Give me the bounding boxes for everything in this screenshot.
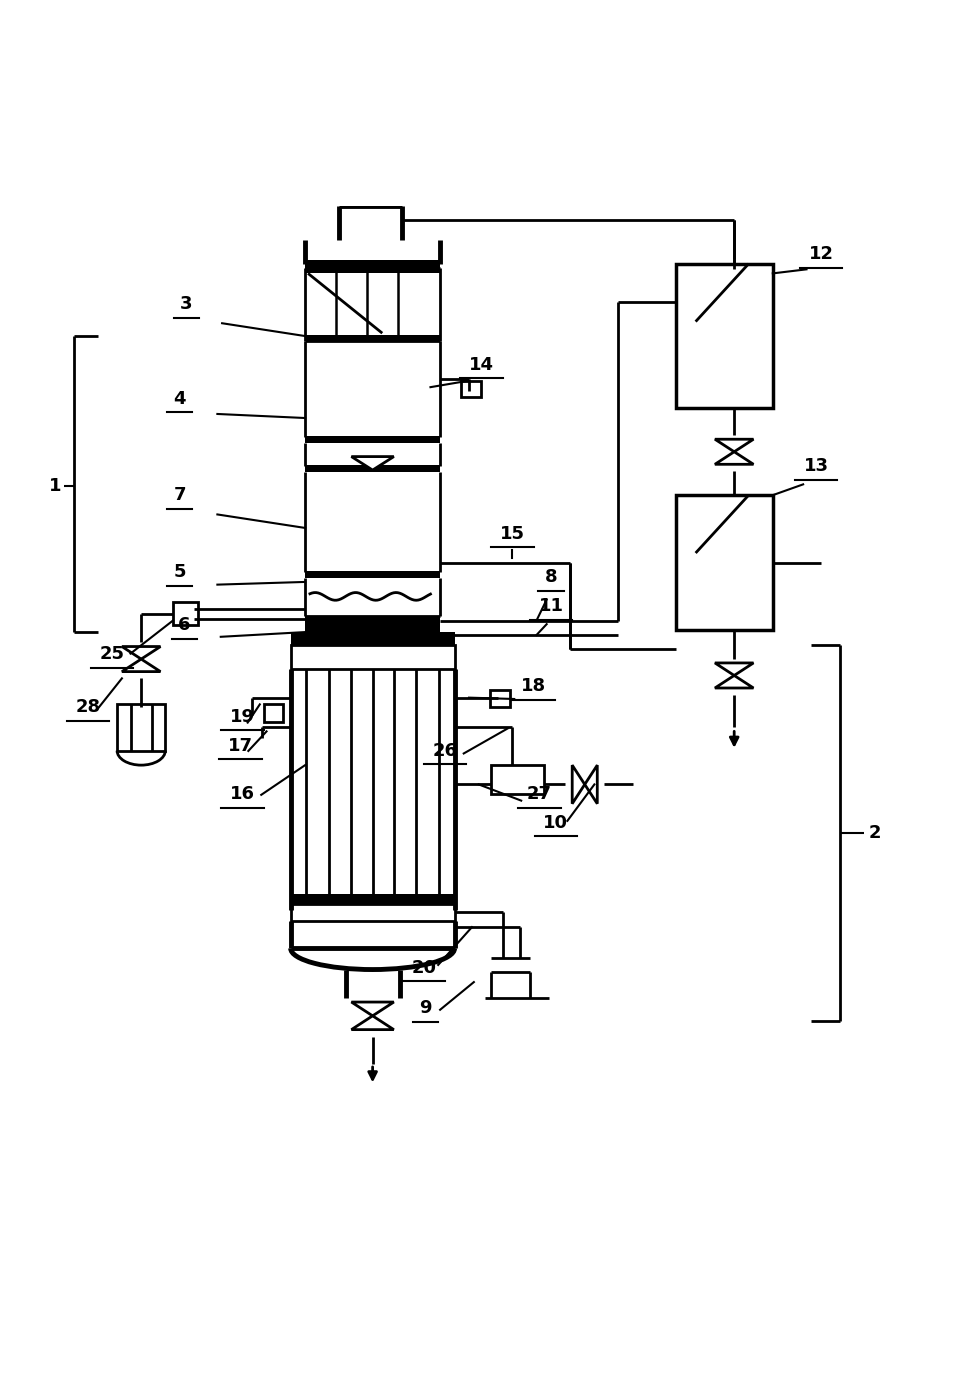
Bar — [173, 603, 198, 625]
Polygon shape — [365, 633, 374, 644]
Text: 15: 15 — [500, 524, 525, 542]
Polygon shape — [423, 633, 432, 644]
Text: 13: 13 — [804, 457, 829, 475]
Text: 26: 26 — [432, 742, 457, 760]
Polygon shape — [328, 633, 337, 644]
Polygon shape — [122, 659, 161, 671]
Text: 3: 3 — [180, 296, 192, 314]
Bar — [291, 904, 454, 922]
Text: 27: 27 — [527, 786, 552, 804]
Bar — [676, 264, 773, 409]
Text: 8: 8 — [544, 568, 557, 586]
Polygon shape — [408, 633, 418, 644]
Polygon shape — [715, 676, 753, 688]
Text: 19: 19 — [230, 707, 255, 727]
Polygon shape — [429, 633, 439, 644]
Polygon shape — [379, 633, 389, 644]
Polygon shape — [371, 633, 381, 644]
Polygon shape — [292, 633, 302, 644]
Polygon shape — [400, 633, 410, 644]
Text: 18: 18 — [521, 677, 546, 695]
Text: 7: 7 — [173, 486, 186, 504]
Polygon shape — [350, 633, 360, 644]
Polygon shape — [444, 633, 454, 644]
Bar — [676, 495, 773, 630]
Text: 4: 4 — [173, 389, 186, 407]
Text: 9: 9 — [420, 999, 432, 1017]
Polygon shape — [715, 439, 753, 451]
Polygon shape — [351, 457, 394, 471]
Polygon shape — [585, 765, 598, 804]
Polygon shape — [351, 1002, 394, 1015]
Bar — [306, 621, 440, 632]
Text: 11: 11 — [539, 597, 564, 615]
Polygon shape — [437, 633, 447, 644]
Bar — [291, 894, 454, 907]
Text: 12: 12 — [808, 245, 834, 263]
Text: 17: 17 — [228, 738, 253, 755]
Polygon shape — [357, 633, 366, 644]
Polygon shape — [342, 633, 352, 644]
Text: 14: 14 — [469, 356, 494, 374]
Text: 10: 10 — [543, 815, 569, 832]
Text: 28: 28 — [75, 698, 101, 717]
Polygon shape — [122, 647, 161, 659]
Bar — [306, 571, 440, 578]
Text: 16: 16 — [230, 786, 255, 804]
Bar — [117, 705, 165, 751]
Bar — [306, 615, 440, 622]
Bar — [461, 381, 481, 396]
Polygon shape — [307, 633, 316, 644]
Polygon shape — [715, 451, 753, 464]
Text: 25: 25 — [100, 645, 125, 663]
Bar — [291, 632, 454, 644]
Bar — [306, 465, 440, 472]
Bar — [306, 436, 440, 443]
Bar — [491, 765, 544, 794]
Polygon shape — [394, 633, 403, 644]
Bar — [490, 689, 510, 707]
Polygon shape — [415, 633, 425, 644]
Bar — [291, 644, 454, 669]
Text: 5: 5 — [173, 563, 186, 581]
Polygon shape — [715, 663, 753, 676]
Polygon shape — [572, 765, 585, 804]
Bar — [306, 260, 440, 267]
Bar — [306, 267, 440, 274]
Polygon shape — [321, 633, 331, 644]
Polygon shape — [351, 1015, 394, 1029]
Text: $\mathbf{2}$: $\mathbf{2}$ — [867, 824, 880, 842]
Text: 20: 20 — [411, 959, 436, 977]
Text: 6: 6 — [178, 616, 190, 634]
Polygon shape — [336, 633, 345, 644]
Polygon shape — [386, 633, 396, 644]
Text: $\mathbf{1}$: $\mathbf{1}$ — [47, 476, 61, 494]
Bar — [306, 336, 440, 341]
Polygon shape — [299, 633, 308, 644]
Polygon shape — [313, 633, 323, 644]
Bar — [264, 705, 283, 722]
